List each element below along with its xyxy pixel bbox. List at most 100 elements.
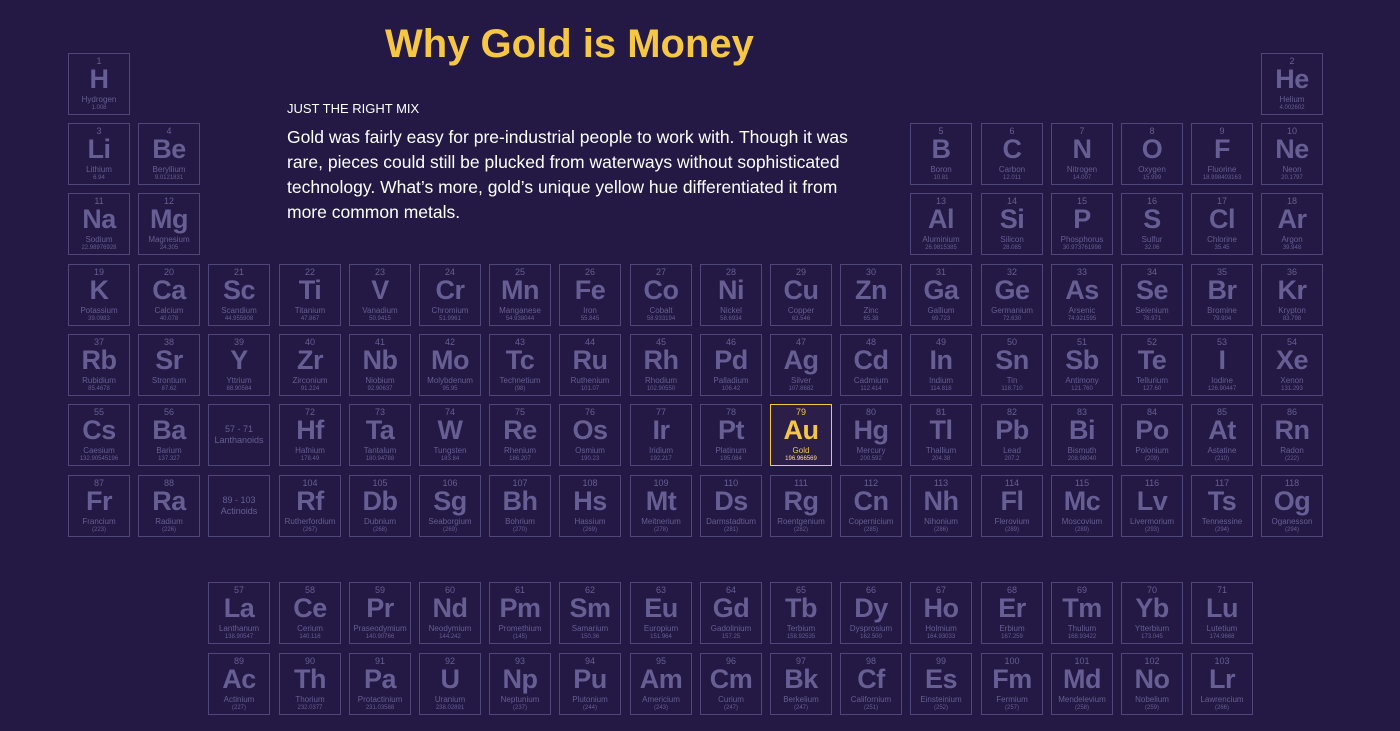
element-name: Holmium (925, 624, 957, 633)
element-cell-fluorine: 9 F Fluorine 18.998403163 (1191, 123, 1253, 185)
element-symbol: Os (572, 415, 608, 445)
atomic-number: 10 (1286, 126, 1297, 136)
element-symbol: Cs (82, 415, 116, 445)
element-cell-tin: 50 Sn Tin 118.710 (981, 334, 1043, 396)
element-symbol: Og (1273, 486, 1311, 516)
atomic-mass: (243) (653, 705, 668, 711)
atomic-number: 49 (935, 337, 946, 347)
element-name: Radon (1280, 446, 1304, 455)
element-cell-vanadium: 23 V Vanadium 50.9415 (349, 264, 411, 326)
atomic-mass: (98) (514, 386, 526, 392)
series-label: 89 - 103 Actinoids (220, 495, 258, 516)
element-symbol: Mn (501, 275, 539, 305)
element-name: Californium (850, 695, 892, 704)
element-symbol: Ho (923, 593, 960, 623)
element-name: Cobalt (649, 306, 673, 315)
element-cell-neptunium: 93 Np Neptunium (237) (489, 653, 551, 715)
element-name: Plutonium (572, 695, 608, 704)
element-cell-thulium: 69 Tm Thulium 168.93422 (1051, 582, 1113, 644)
atomic-number: 82 (1006, 407, 1017, 417)
element-name: Arsenic (1068, 306, 1096, 315)
atomic-number: 74 (444, 407, 455, 417)
element-name: Helium (1279, 95, 1305, 104)
atomic-number: 20 (163, 267, 174, 277)
atomic-mass: 39.948 (1282, 245, 1302, 251)
element-cell-copper: 29 Cu Copper 63.546 (770, 264, 832, 326)
element-cell-oxygen: 8 O Oxygen 15.999 (1121, 123, 1183, 185)
element-name: Dysprosium (849, 624, 893, 633)
atomic-number: 26 (584, 267, 595, 277)
element-name: Actinium (223, 695, 255, 704)
element-symbol: At (1208, 415, 1236, 445)
atomic-number: 115 (1074, 478, 1090, 488)
atomic-number: 109 (653, 478, 669, 488)
element-symbol: Fr (86, 486, 113, 516)
element-cell-hassium: 108 Hs Hassium (269) (559, 475, 621, 537)
atomic-mass: 18.998403163 (1202, 175, 1242, 181)
atomic-mass: 9.0121831 (154, 175, 184, 181)
element-cell-terbium: 65 Tb Terbium 158.92535 (770, 582, 832, 644)
atomic-number: 100 (1004, 656, 1020, 666)
element-symbol: Rn (1274, 415, 1311, 445)
element-symbol: Ta (365, 415, 395, 445)
atomic-mass: 178.49 (300, 456, 320, 462)
atomic-mass: (251) (863, 705, 878, 711)
element-symbol: Er (998, 593, 1026, 623)
element-name: Magnesium (148, 235, 190, 244)
element-cell-gold: 79 Au Gold 196.966569 (770, 404, 832, 466)
atomic-mass: 164.93033 (926, 634, 956, 640)
atomic-mass: (278) (653, 527, 668, 533)
atomic-mass: (289) (1004, 527, 1019, 533)
element-cell-rhenium: 75 Re Rhenium 186.207 (489, 404, 551, 466)
element-cell-rutherfordium: 104 Rf Rutherfordium (267) (279, 475, 341, 537)
atomic-number: 5 (938, 126, 944, 136)
element-cell-molybdenum: 42 Mo Molybdenum 95.95 (419, 334, 481, 396)
element-symbol: Fm (992, 664, 1032, 694)
atomic-mass: (282) (793, 527, 808, 533)
atomic-number: 61 (514, 585, 525, 595)
element-symbol: Ne (1275, 134, 1309, 164)
element-cell-gadolinium: 64 Gd Gadolinium 157.25 (700, 582, 762, 644)
atomic-number: 12 (163, 196, 174, 206)
element-name: Astatine (1207, 446, 1237, 455)
element-symbol: Th (294, 664, 327, 694)
element-name: Copernicium (848, 517, 894, 526)
element-symbol: Es (924, 664, 958, 694)
atomic-number: 30 (865, 267, 876, 277)
page-title: Why Gold is Money (385, 22, 754, 66)
element-symbol: Rg (783, 486, 820, 516)
atomic-number: 83 (1076, 407, 1087, 417)
element-name: Tellurium (1135, 376, 1168, 385)
element-cell-selenium: 34 Se Selenium 78.971 (1121, 264, 1183, 326)
element-name: Potassium (80, 306, 118, 315)
atomic-mass: 138.90547 (224, 634, 254, 640)
element-name: Nihonium (924, 517, 958, 526)
element-symbol: Nb (362, 345, 399, 375)
atomic-number: 1 (96, 56, 102, 66)
element-cell-iridium: 77 Ir Iridium 192.217 (630, 404, 692, 466)
atomic-number: 19 (93, 267, 104, 277)
element-name: Flerovium (994, 517, 1030, 526)
element-name: Technetium (499, 376, 541, 385)
atomic-mass: 40.078 (159, 316, 179, 322)
atomic-mass: 231.03588 (365, 705, 395, 711)
element-name: Nitrogen (1066, 165, 1098, 174)
element-name: Caesium (83, 446, 115, 455)
atomic-mass: 121.760 (1071, 386, 1093, 392)
atomic-number: 27 (655, 267, 666, 277)
atomic-mass: 6.94 (93, 175, 105, 181)
atomic-mass: 4.002602 (1279, 105, 1305, 111)
element-symbol: Ga (923, 275, 959, 305)
element-symbol: Re (503, 415, 537, 445)
atomic-mass: 180.94788 (365, 456, 395, 462)
element-name: Titanium (294, 306, 326, 315)
element-name: Hassium (574, 517, 606, 526)
element-cell-francium: 87 Fr Francium (223) (68, 475, 130, 537)
atomic-number: 108 (582, 478, 598, 488)
section-subtitle: JUST THE RIGHT MIX (287, 101, 420, 116)
element-name: Moscovium (1061, 517, 1103, 526)
element-name: Thallium (925, 446, 957, 455)
element-symbol: Cm (709, 664, 753, 694)
atomic-number: 8 (1149, 126, 1155, 136)
atomic-mass: 95.95 (442, 386, 458, 392)
